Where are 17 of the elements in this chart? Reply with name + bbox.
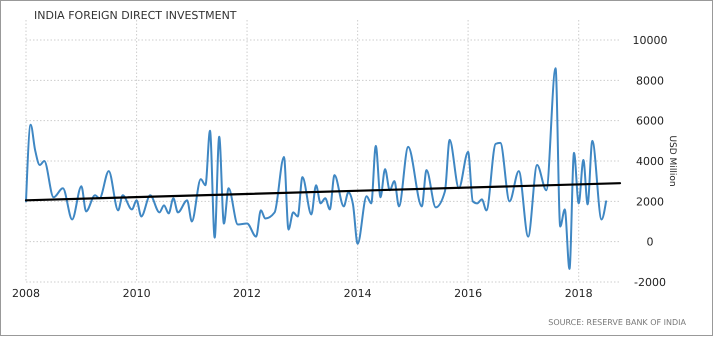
y-tick-label: 6000 [636,114,664,128]
x-tick-label: 2016 [454,287,482,300]
x-tick-label: 2008 [12,287,40,300]
x-tick-label: 2010 [122,287,151,300]
chart-title: INDIA FOREIGN DIRECT INVESTMENT [34,9,237,22]
y-tick-label: 8000 [636,74,664,88]
y-tick-label: -2000 [634,276,666,289]
source-note: SOURCE: RESERVE BANK OF INDIA [548,318,687,327]
y-tick-label: 4000 [636,155,664,168]
line-series [25,67,608,270]
x-tick-label: 2014 [344,287,372,300]
y-tick-label: 10000 [632,34,668,47]
y-tick-label: 2000 [636,195,664,208]
y-tick-label: 0 [646,236,654,249]
x-tick-label: 2012 [233,287,262,300]
x-tick-label: 2018 [564,287,593,300]
y-axis-title: USD Million [667,135,677,187]
